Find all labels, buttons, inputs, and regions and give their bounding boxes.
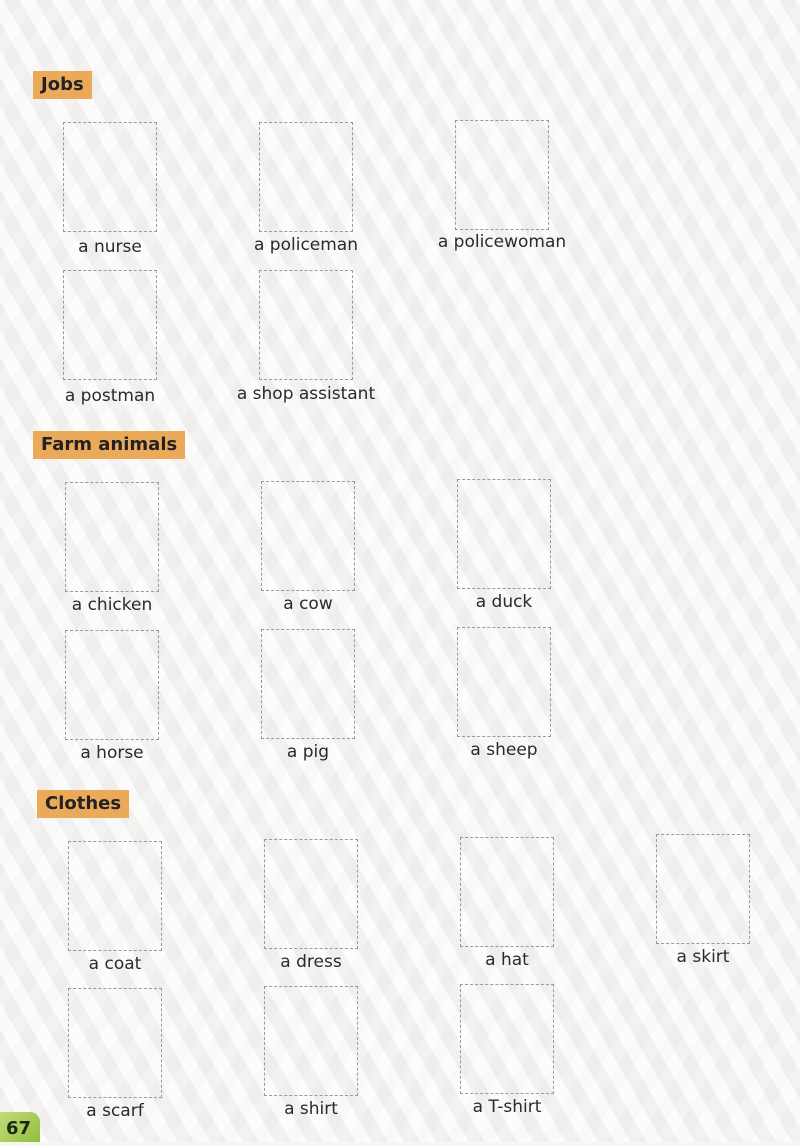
item-label: a shop assistant (236, 384, 376, 404)
drawing-box (264, 986, 358, 1096)
drawing-box (68, 841, 162, 951)
drawing-box (259, 122, 353, 232)
item-label: a nurse (78, 237, 142, 257)
drawing-box (455, 120, 549, 230)
item-label: a duck (475, 592, 533, 612)
drawing-box (457, 627, 551, 737)
drawing-box (460, 984, 554, 1094)
item-label: a horse (80, 743, 144, 763)
item-label: a hat (485, 950, 529, 970)
drawing-box (460, 837, 554, 947)
section-heading: Farm animals (33, 431, 186, 459)
item-label: a shirt (284, 1099, 338, 1119)
item-label: a dress (280, 952, 342, 972)
drawing-box (65, 630, 159, 740)
page-number: 67 (0, 1112, 40, 1142)
item-label: a T-shirt (472, 1097, 542, 1117)
drawing-box (261, 481, 355, 591)
section-heading: Clothes (37, 790, 130, 818)
section-heading: Jobs (33, 71, 92, 99)
drawing-box (68, 988, 162, 1098)
item-label: a chicken (71, 595, 153, 615)
drawing-box (65, 482, 159, 592)
drawing-box (457, 479, 551, 589)
drawing-box (63, 122, 157, 232)
item-label: a postman (64, 386, 156, 406)
item-label: a policeman (253, 235, 359, 255)
drawing-box (261, 629, 355, 739)
item-label: a policewoman (437, 232, 567, 252)
item-label: a sheep (470, 740, 538, 760)
drawing-box (63, 270, 157, 380)
drawing-box (264, 839, 358, 949)
item-label: a pig (286, 742, 330, 762)
item-label: a cow (283, 594, 333, 614)
item-label: a skirt (676, 947, 730, 967)
drawing-box (656, 834, 750, 944)
drawing-box (259, 270, 353, 380)
item-label: a scarf (86, 1101, 144, 1121)
item-label: a coat (88, 954, 142, 974)
